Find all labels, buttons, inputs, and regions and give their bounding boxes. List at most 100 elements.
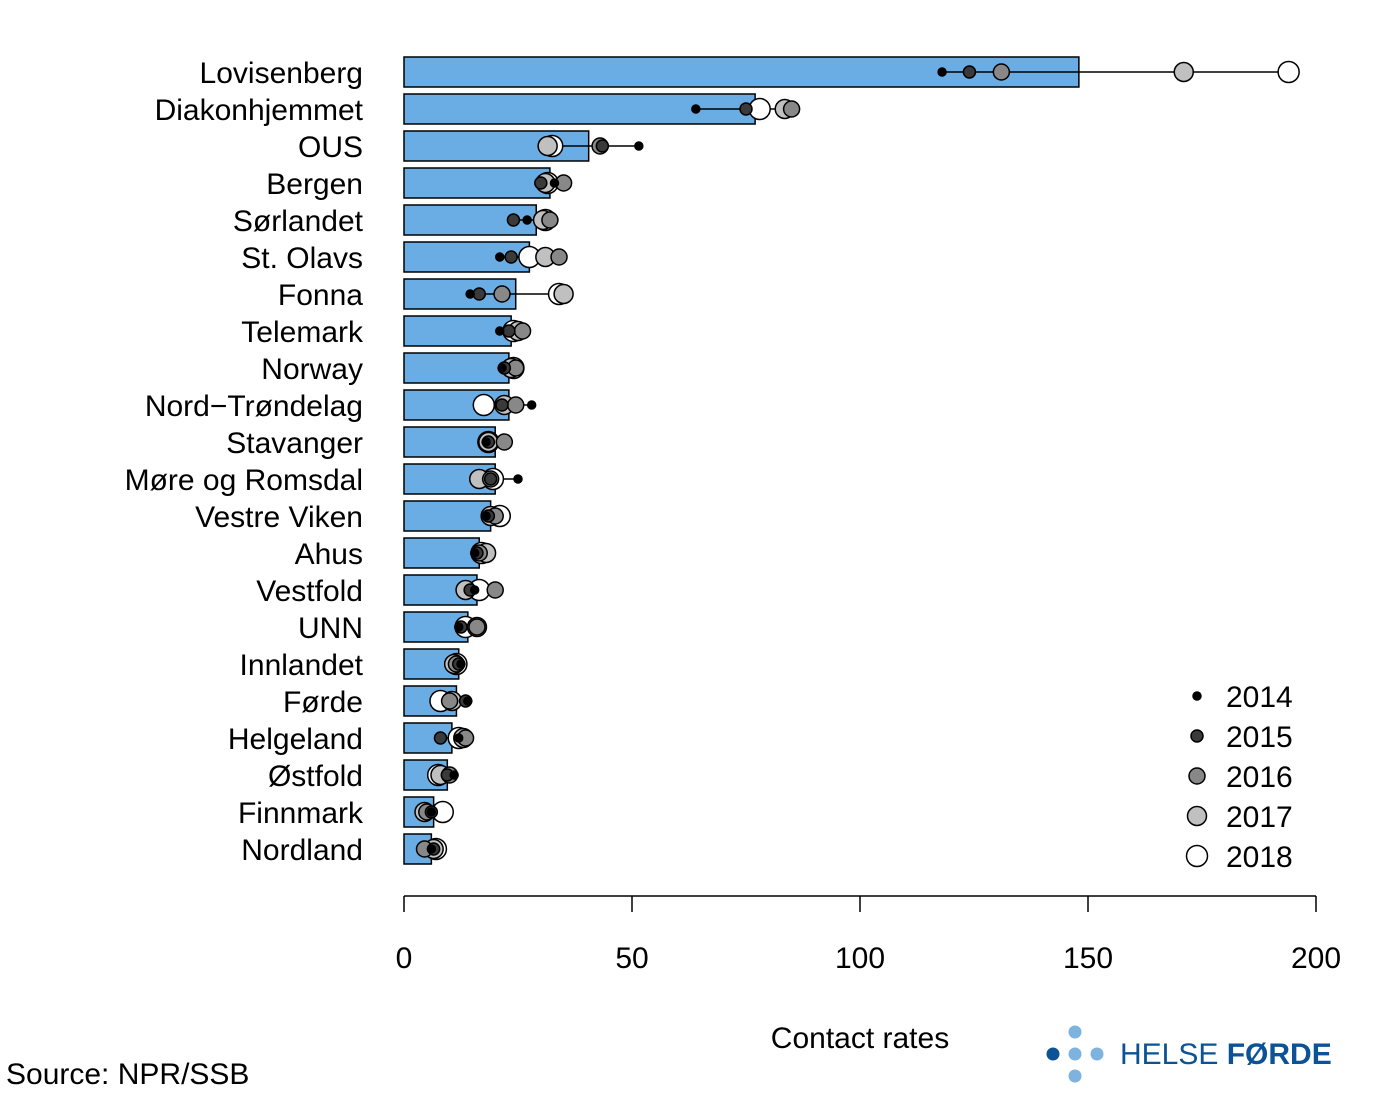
category-label-1: Diakonhjemmet <box>155 94 364 127</box>
logo-text: HELSE FØRDE <box>1120 1038 1332 1071</box>
point-2014-19 <box>449 770 459 780</box>
point-2014-8 <box>497 363 507 373</box>
point-2017-0 <box>1173 61 1195 83</box>
point-2015-4 <box>506 213 521 227</box>
x-axis-title: Contact rates <box>771 1022 949 1055</box>
point-2014-1 <box>691 104 701 114</box>
category-label-2: OUS <box>298 131 363 164</box>
point-2014-9 <box>526 400 537 410</box>
category-label-0: Lovisenberg <box>200 57 363 90</box>
legend-label-2018: 2018 <box>1226 841 1293 874</box>
bar-7 <box>403 315 512 347</box>
bar-8 <box>403 352 510 384</box>
point-2016-1 <box>782 100 801 118</box>
category-label-11: Møre og Romsdal <box>125 464 363 497</box>
point-2015-7 <box>502 324 516 338</box>
point-2014-17 <box>463 696 473 706</box>
category-label-18: Helgeland <box>228 723 363 756</box>
category-label-9: Nord−Trøndelag <box>145 390 363 423</box>
category-label-16: Innlandet <box>240 649 364 682</box>
x-axis: 0 50 100 150 200 <box>396 895 1341 975</box>
point-2018-9 <box>472 393 496 417</box>
bar-3 <box>403 167 551 199</box>
point-2015-5 <box>504 250 518 264</box>
point-2015-1 <box>739 102 753 116</box>
category-label-17: Førde <box>283 686 363 719</box>
point-2015-6 <box>472 287 486 301</box>
point-2017-2 <box>537 135 558 157</box>
point-2014-18 <box>453 733 464 743</box>
logo-dots-icon <box>1046 1025 1104 1083</box>
legend-marker-2016 <box>1188 767 1206 785</box>
point-2018-0 <box>1277 60 1300 84</box>
category-label-3: Bergen <box>266 168 363 201</box>
point-2014-20 <box>426 807 437 817</box>
category-label-6: Fonna <box>278 279 363 312</box>
logo-text-helse: HELSE <box>1120 1038 1227 1071</box>
point-2014-12 <box>481 511 491 521</box>
source-note: Source: NPR/SSB <box>6 1058 249 1091</box>
point-2014-0 <box>937 67 947 77</box>
category-label-4: Sørlandet <box>233 205 364 238</box>
x-tick-label-2: 100 <box>835 942 885 975</box>
point-2016-4 <box>541 211 559 229</box>
point-2014-6 <box>465 289 475 299</box>
logo-text-forde: FØRDE <box>1227 1038 1332 1071</box>
helse-forde-logo: HELSE FØRDE <box>1046 1025 1332 1083</box>
legend-label-2016: 2016 <box>1226 761 1293 794</box>
point-2014-10 <box>481 437 491 447</box>
legend: 2014 2015 2016 2017 2018 <box>1185 681 1293 874</box>
category-label-5: St. Olavs <box>241 242 363 275</box>
x-tick-label-4: 200 <box>1291 942 1341 975</box>
category-label-21: Nordland <box>241 834 363 867</box>
point-2016-14 <box>486 581 504 599</box>
legend-label-2014: 2014 <box>1226 681 1293 714</box>
x-tick-label-0: 0 <box>396 942 413 975</box>
point-2014-21 <box>426 844 437 854</box>
point-2016-10 <box>495 433 514 451</box>
category-labels: Lovisenberg Diakonhjemmet OUS Bergen Sørland… <box>125 57 364 867</box>
point-2015-2 <box>595 139 610 153</box>
legend-marker-2015 <box>1190 729 1204 743</box>
legend-marker-2018 <box>1185 844 1209 868</box>
category-label-14: Vestfold <box>256 575 363 608</box>
point-2014-2 <box>634 141 644 151</box>
point-2016-9 <box>506 396 525 414</box>
category-label-10: Stavanger <box>226 427 363 460</box>
point-2016-7 <box>513 322 532 340</box>
point-2014-11 <box>513 474 523 484</box>
point-2014-7 <box>495 326 505 336</box>
category-label-13: Ahus <box>295 538 363 571</box>
bar-13 <box>403 537 480 569</box>
bar-12 <box>403 500 492 532</box>
legend-marker-2017 <box>1186 805 1208 827</box>
point-2014-16 <box>456 659 466 669</box>
legend-label-2015: 2015 <box>1226 721 1293 754</box>
point-2016-5 <box>550 248 568 266</box>
point-2016-6 <box>493 285 511 303</box>
point-2015-9 <box>495 398 509 412</box>
point-2014-3 <box>549 178 560 188</box>
category-label-19: Østfold <box>268 760 363 793</box>
point-2016-0 <box>992 63 1011 81</box>
category-label-12: Vestre Viken <box>195 501 363 534</box>
point-2015-0 <box>962 65 977 79</box>
bars-layer <box>403 56 1080 865</box>
point-2015-11 <box>483 472 498 486</box>
points-layer <box>414 60 1300 861</box>
point-2015-18 <box>433 731 448 745</box>
point-2014-14 <box>469 585 480 595</box>
point-2016-15 <box>468 618 486 636</box>
point-2016-17 <box>440 692 459 710</box>
point-2014-15 <box>453 622 464 632</box>
point-2015-3 <box>534 176 548 190</box>
category-label-7: Telemark <box>241 316 364 349</box>
x-tick-label-3: 150 <box>1063 942 1113 975</box>
x-tick-label-1: 50 <box>615 942 648 975</box>
legend-marker-2014 <box>1192 691 1202 701</box>
legend-label-2017: 2017 <box>1226 801 1293 834</box>
point-2014-4 <box>522 215 532 225</box>
category-label-15: UNN <box>298 612 363 645</box>
point-2014-13 <box>469 548 480 558</box>
